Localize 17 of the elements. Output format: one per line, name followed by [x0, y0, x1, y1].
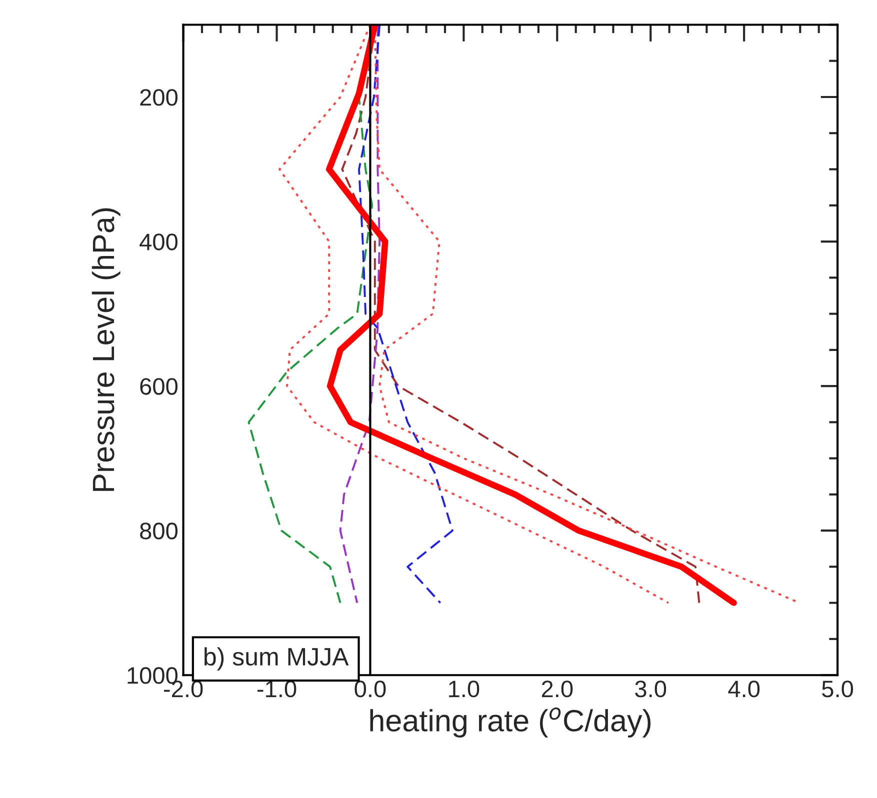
x-tick-label: -1.0	[257, 680, 296, 698]
x-tick-label: 0.0	[354, 680, 386, 698]
line-series	[278, 24, 670, 604]
x-tick-label: 4.0	[728, 680, 760, 698]
y-tick-label: 800	[140, 522, 178, 540]
x-tick-label: 1.0	[449, 680, 480, 698]
line-series	[339, 24, 381, 604]
line-series	[358, 24, 454, 604]
y-tick-label: 600	[140, 378, 178, 395]
x-axis-title: heating rate ($^{o}$C/day)	[370, 708, 651, 738]
y-tick-label: 400	[140, 234, 178, 250]
y-tick-label: 200	[140, 89, 178, 106]
x-tick-label: 2.0	[542, 680, 573, 698]
x-tick-label: 5.0	[822, 680, 854, 698]
x-tick-label: 3.0	[635, 680, 666, 698]
y-axis-title: Pressure Level (hPa)	[92, 208, 120, 491]
annotation: b) sum MJJA	[204, 647, 349, 671]
